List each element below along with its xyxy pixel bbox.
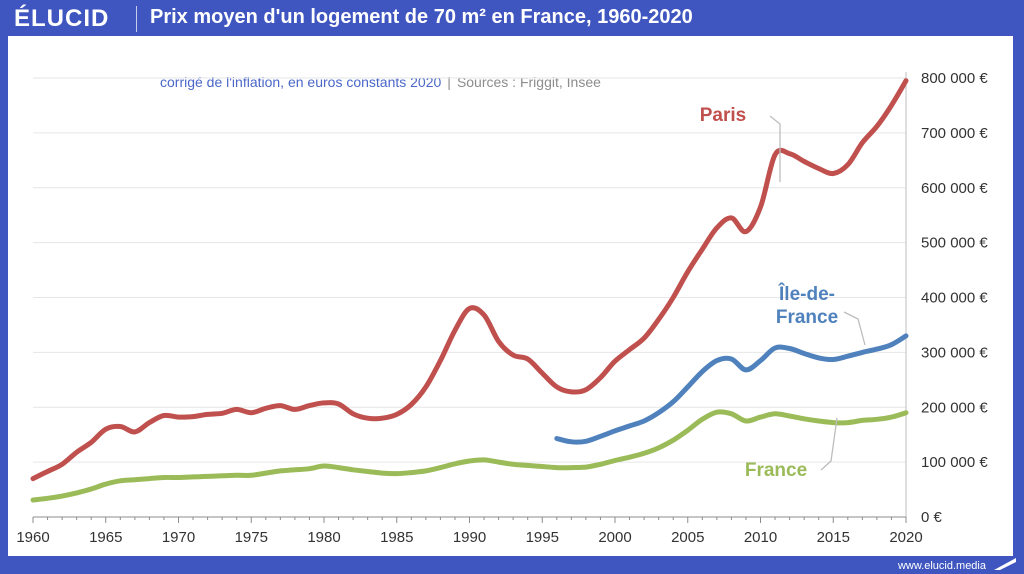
x-tick-label: 1990 xyxy=(453,529,486,546)
ile-de-france-label: Île-de-France xyxy=(776,283,838,328)
line-chart: 0 € 100 000 € 200 000 € 300 000 € 400 000 € 5… xyxy=(16,70,988,546)
y-tick-label: 200 000 € xyxy=(921,399,988,416)
series-lines xyxy=(30,78,909,503)
x-tick-label: 2015 xyxy=(817,529,850,546)
paris-line xyxy=(30,78,909,482)
x-tick-label: 1960 xyxy=(16,529,49,546)
axes: 0 € 100 000 € 200 000 € 300 000 € 400 000 € 5… xyxy=(16,70,988,546)
x-tick-label: 2010 xyxy=(744,529,777,546)
france-line xyxy=(30,409,909,503)
y-tick-label: 800 000 € xyxy=(921,70,988,87)
france-leader-line xyxy=(820,417,838,471)
chart-card: corrigé de l'inflation, en euros constan… xyxy=(8,36,1013,556)
elucid-logo: ÉLUCID xyxy=(14,5,110,32)
x-tick-label: 1995 xyxy=(526,529,559,546)
x-tick-label: 2000 xyxy=(598,529,631,546)
brand-mark-icon xyxy=(994,558,1016,570)
y-tick-label: 0 € xyxy=(921,509,943,526)
ile-de-france-leader-line xyxy=(843,311,866,346)
y-tick-label: 100 000 € xyxy=(921,454,988,471)
y-tick-label: 500 000 € xyxy=(921,235,988,252)
grid-lines xyxy=(33,77,906,463)
y-tick-label: 400 000 € xyxy=(921,290,988,307)
x-tick-label: 2005 xyxy=(671,529,704,546)
paris-label: Paris xyxy=(700,105,746,126)
y-tick-label: 300 000 € xyxy=(921,344,988,361)
website-url[interactable]: www.elucid.media xyxy=(897,560,986,572)
paris-leader-line xyxy=(769,115,781,182)
x-tick-label: 1975 xyxy=(235,529,268,546)
y-tick-label: 600 000 € xyxy=(921,180,988,197)
ile-de-france-line xyxy=(554,333,909,445)
x-tick-label: 1970 xyxy=(162,529,195,546)
x-tick-label: 1980 xyxy=(307,529,340,546)
header-divider xyxy=(136,6,137,32)
series-labels: Paris Île-de-France France xyxy=(700,105,866,481)
france-label: France xyxy=(745,460,807,481)
chart-title: Prix moyen d'un logement de 70 m² en Fra… xyxy=(150,6,693,28)
y-tick-label: 700 000 € xyxy=(921,125,988,142)
x-tick-label: 1985 xyxy=(380,529,413,546)
subtitle-separator: | xyxy=(447,74,451,90)
x-tick-label: 2020 xyxy=(889,529,922,546)
x-tick-label: 1965 xyxy=(89,529,122,546)
